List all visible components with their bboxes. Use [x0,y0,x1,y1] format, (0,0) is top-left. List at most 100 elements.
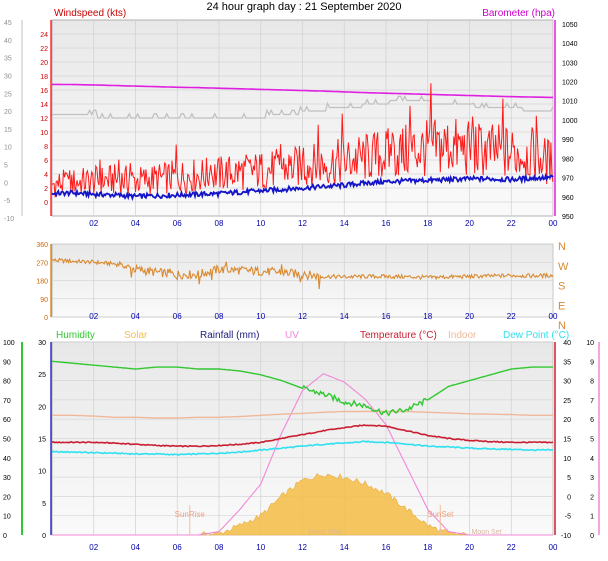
barometer-tick-label: 960 [562,195,574,202]
temperature-tick-label: 40 [563,340,571,347]
barometer-axis-title: Barometer (hpa) [482,8,555,19]
time-tick-label: 20 [465,312,474,321]
compass-label: S [558,281,565,293]
wind-average-series-line [51,172,554,202]
time-tick-label: 02 [89,312,98,321]
humidity-tick-label: 20 [3,494,11,501]
legend-entry: Dew Point (°C) [503,330,569,341]
outer-scale-tick-label: 15 [4,127,12,134]
barometer-tick-label: 970 [562,176,574,183]
time-tick-label: 00 [549,312,558,321]
legend-entry: Indoor [448,330,477,341]
temperature-tick-label: 5 [567,475,571,482]
time-tick-label: 06 [173,219,182,228]
windspeed-tick-label: 8 [44,144,48,151]
humidity-tick-label: 0 [3,533,7,540]
humidity-tick-label: 10 [3,514,11,521]
time-tick-label: 02 [89,543,98,552]
barometer-tick-label: 1010 [562,99,578,106]
windspeed-series-line [51,83,554,198]
windspeed-tick-label: 16 [40,88,48,95]
temperature-tick-label: -5 [565,514,571,521]
windspeed-tick-label: 2 [44,186,48,193]
time-tick-label: 12 [298,219,307,228]
outer-scale-tick-label: 35 [4,56,12,63]
legend-entry: Temperature (°C) [360,330,437,341]
humidity-tick-label: 100 [3,340,15,347]
time-tick-label: 04 [131,312,140,321]
time-tick-label: 22 [507,543,516,552]
uv-tick-label: 1 [590,514,594,521]
direction-tick-label: 180 [36,279,48,286]
compass-label: W [558,261,569,273]
barometer-tick-label: 950 [562,214,574,221]
direction-tick-label: 270 [36,260,48,267]
time-tick-label: 00 [549,543,558,552]
uv-tick-label: 2 [590,494,594,501]
barometer-tick-label: 980 [562,156,574,163]
time-tick-label: 08 [215,219,224,228]
humidity-series-line [51,360,553,417]
moon-marker-label: Moon Rise [309,529,343,536]
time-tick-label: 18 [423,312,432,321]
time-tick-label: 20 [465,543,474,552]
uv-tick-label: 3 [590,475,594,482]
outer-scale-tick-label: -5 [4,198,10,205]
humidity-tick-label: 60 [3,417,11,424]
dewpoint-series-line [51,440,553,457]
time-tick-label: 14 [340,312,349,321]
outer-scale-tick-label: 45 [4,20,12,27]
barometer-tick-label: 1020 [562,79,578,86]
windspeed-axis-title: Windspeed (kts) [54,8,126,19]
uv-tick-label: 7 [590,398,594,405]
legend-entry: Solar [124,330,148,341]
barometer-tick-label: 990 [562,137,574,144]
solar-tick-label: 30 [38,340,46,347]
windspeed-tick-label: 0 [44,200,48,207]
time-tick-label: 12 [298,312,307,321]
time-tick-label: 12 [298,543,307,552]
sun-marker-label: SunRise [175,510,206,519]
humidity-tick-label: 40 [3,456,11,463]
windspeed-tick-label: 24 [40,32,48,39]
time-tick-label: 20 [465,219,474,228]
uv-tick-label: 4 [590,456,594,463]
uv-tick-label: 10 [586,340,594,347]
humidity-tick-label: 30 [3,475,11,482]
compass-label: E [558,300,565,312]
windspeed-tick-label: 10 [40,130,48,137]
solar-tick-label: 10 [38,469,46,476]
legend-entry: Rainfall (mm) [200,330,259,341]
temperature-tick-label: 25 [563,398,571,405]
gust-series-line [52,94,554,119]
barometer-tick-label: 1050 [562,22,578,29]
solar-tick-label: 20 [38,404,46,411]
windspeed-tick-label: 6 [44,158,48,165]
temperature-series-line [51,424,554,448]
time-tick-label: 04 [131,543,140,552]
time-tick-label: 10 [256,219,265,228]
time-tick-label: 18 [423,543,432,552]
temperature-tick-label: 10 [563,456,571,463]
temperature-panel: -10-505101520253035400102030405060708090… [3,330,600,552]
outer-scale-tick-label: 30 [4,73,12,80]
barometer-tick-label: 1000 [562,118,578,125]
outer-scale-tick-label: 25 [4,91,12,98]
outer-scale-tick-label: 0 [4,180,8,187]
outer-scale-tick-label: 5 [4,163,8,170]
windspeed-tick-label: 4 [44,172,48,179]
solar-tick-label: 25 [38,372,46,379]
outer-scale-tick-label: 40 [4,38,12,45]
uv-tick-label: 0 [590,533,594,540]
temperature-tick-label: 30 [563,379,571,386]
time-tick-label: 22 [507,219,516,228]
solar-tick-label: 15 [38,437,46,444]
compass-label: N [558,320,566,332]
temperature-tick-label: 20 [563,417,571,424]
time-tick-label: 10 [256,543,265,552]
legend-entry: UV [285,330,299,341]
indoor-series-line [52,410,553,419]
humidity-tick-label: 50 [3,437,11,444]
legend-entry: Humidity [56,330,95,341]
windspeed-tick-label: 22 [40,46,48,53]
